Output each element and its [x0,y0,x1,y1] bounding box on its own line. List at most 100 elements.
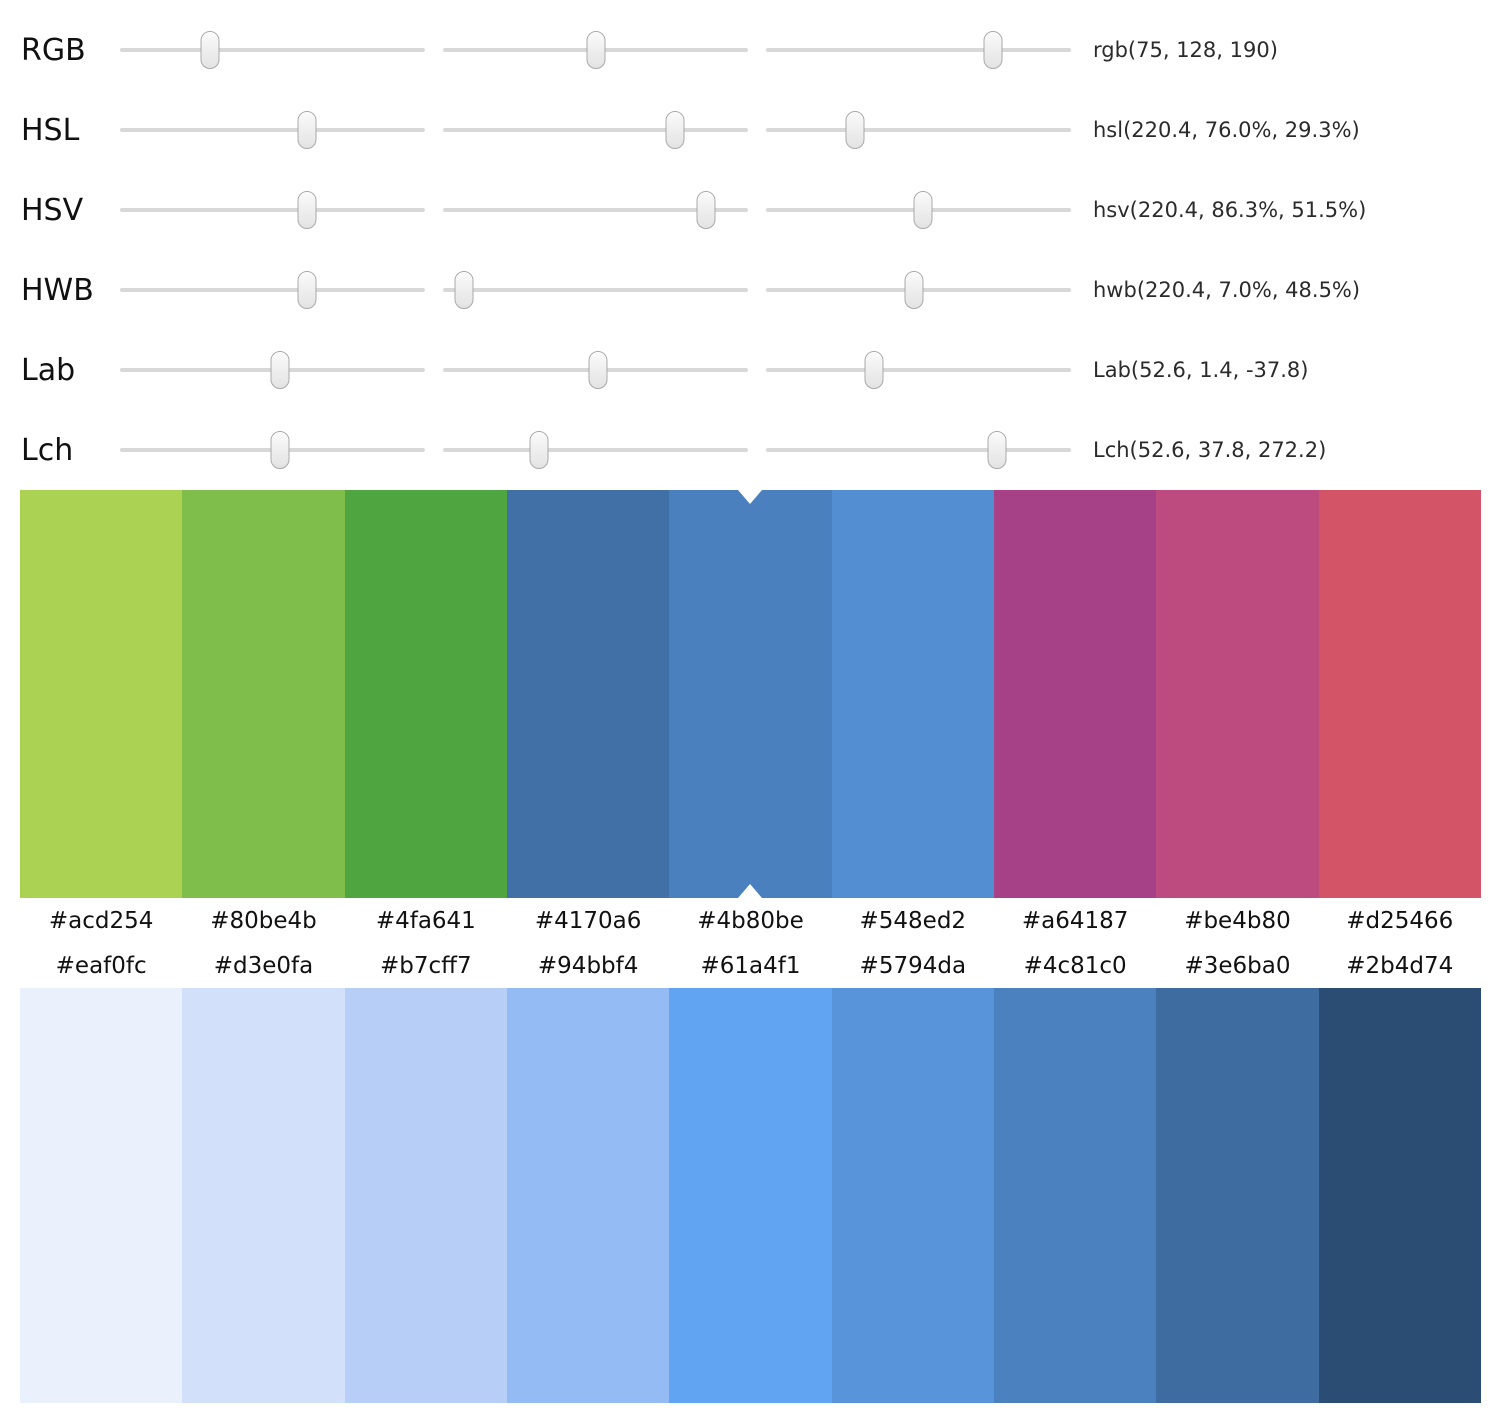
slider-thumb[interactable] [200,31,220,69]
palette-swatch[interactable] [1156,988,1319,1403]
slider-track-3[interactable] [766,350,1071,390]
color-model-label: Lab [21,352,76,388]
palette-swatch[interactable] [344,490,507,898]
swatch-hex-label: #eaf0fc [55,952,147,979]
slider-thumb[interactable] [297,271,317,309]
slider-track-3[interactable] [766,270,1071,310]
slider-thumb[interactable] [904,271,924,309]
color-value-text: hwb(220.4, 7.0%, 48.5%) [1093,278,1361,302]
swatch-hex-label: #5794da [859,952,967,979]
slider-track-2[interactable] [443,30,748,70]
slider-track-1[interactable] [120,30,425,70]
slider-track-3[interactable] [766,30,1071,70]
palette-swatch[interactable] [20,988,183,1403]
slider-rail [766,368,1071,372]
slider-track-2[interactable] [443,190,748,230]
swatch-hex-label: #61a4f1 [700,952,801,979]
slider-track-3[interactable] [766,110,1071,150]
slider-track-1[interactable] [120,190,425,230]
palette-swatch[interactable] [20,490,183,898]
slider-thumb[interactable] [864,351,884,389]
color-model-label: HSV [21,192,84,228]
palette-swatch[interactable] [1318,490,1481,898]
slider-track-3[interactable] [766,190,1071,230]
palette-swatch[interactable] [182,490,345,898]
slider-track-group [120,190,1071,230]
color-value-text: Lab(52.6, 1.4, -37.8) [1093,358,1309,382]
slider-thumb[interactable] [586,31,606,69]
palette-swatch[interactable] [506,988,670,1403]
swatch-hex-label: #4fa641 [375,907,476,934]
color-value-text: Lch(52.6, 37.8, 272.2) [1093,438,1327,462]
color-model-row: HSV hsv(220.4, 86.3%, 51.5%) [0,170,1501,250]
palette-swatch[interactable] [182,988,345,1403]
slider-thumb[interactable] [696,191,716,229]
palette-swatch[interactable] [669,490,832,898]
slider-rail [120,128,425,132]
slider-track-2[interactable] [443,430,748,470]
slider-track-2[interactable] [443,350,748,390]
color-model-row: HSL hsl(220.4, 76.0%, 29.3%) [0,90,1501,170]
color-model-row: Lch Lch(52.6, 37.8, 272.2) [0,410,1501,490]
palette-swatch[interactable] [831,988,994,1403]
selected-swatch-marker-bottom [738,884,763,898]
hue-palette [20,490,1481,898]
palette-swatch[interactable] [669,988,832,1403]
slider-thumb[interactable] [529,431,549,469]
slider-track-1[interactable] [120,110,425,150]
swatch-hex-label: #548ed2 [859,907,967,934]
color-model-label: HWB [21,272,94,308]
palette-swatch[interactable] [993,490,1157,898]
swatch-hex-label: #2b4d74 [1346,952,1454,979]
slider-track-1[interactable] [120,270,425,310]
swatch-hex-label: #d25466 [1346,907,1454,934]
slider-thumb[interactable] [297,191,317,229]
slider-thumb[interactable] [588,351,608,389]
color-model-row: RGB rgb(75, 128, 190) [0,10,1501,90]
slider-track-2[interactable] [443,110,748,150]
slider-thumb[interactable] [270,431,290,469]
slider-thumb[interactable] [987,431,1007,469]
palette-swatch[interactable] [1156,490,1319,898]
slider-rail [766,48,1071,52]
slider-rail [766,448,1071,452]
palette-swatch[interactable] [1318,988,1481,1403]
palette-swatch[interactable] [993,988,1157,1403]
slider-thumb[interactable] [665,111,685,149]
hue-palette-labels: #acd254 #80be4b #4fa641 #4170a6 #4b80be #548e… [20,898,1481,943]
slider-thumb[interactable] [270,351,290,389]
slider-track-group [120,110,1071,150]
slider-rail [120,208,425,212]
shade-palette [20,988,1481,1403]
shade-palette-block: #eaf0fc #d3e0fa #b7cff7 #94bbf4 #61a4f1 #5794… [0,943,1501,1403]
color-model-label: Lch [21,432,74,468]
palette-swatch[interactable] [831,490,994,898]
slider-thumb[interactable] [983,31,1003,69]
slider-panel: RGB rgb(75, 128, 190) HSL [0,0,1501,490]
slider-rail [443,128,748,132]
hue-palette-block: #acd254 #80be4b #4fa641 #4170a6 #4b80be #548e… [0,490,1501,943]
slider-track-group [120,30,1071,70]
swatch-hex-label: #4b80be [697,907,804,934]
slider-track-1[interactable] [120,350,425,390]
swatch-hex-label: #94bbf4 [537,952,639,979]
slider-rail [443,448,748,452]
palette-swatch[interactable] [344,988,507,1403]
slider-thumb[interactable] [913,191,933,229]
color-model-row: Lab Lab(52.6, 1.4, -37.8) [0,330,1501,410]
swatch-hex-label: #d3e0fa [213,952,314,979]
swatch-hex-label: #80be4b [210,907,317,934]
slider-track-1[interactable] [120,430,425,470]
slider-track-3[interactable] [766,430,1071,470]
swatch-hex-label: #a64187 [1021,907,1129,934]
slider-thumb[interactable] [297,111,317,149]
palette-swatch[interactable] [506,490,670,898]
slider-thumb[interactable] [845,111,865,149]
slider-track-group [120,350,1071,390]
slider-rail [120,48,425,52]
slider-track-2[interactable] [443,270,748,310]
color-model-label: RGB [21,32,86,68]
color-value-text: rgb(75, 128, 190) [1093,38,1278,62]
slider-thumb[interactable] [454,271,474,309]
